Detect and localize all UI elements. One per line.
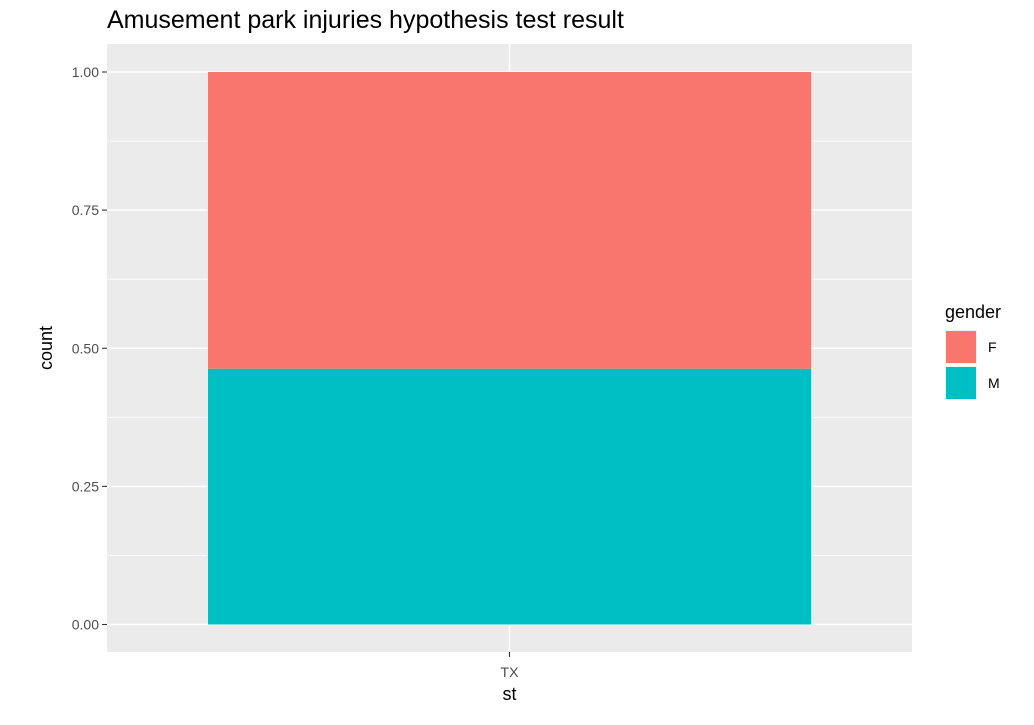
- y-axis-title: count: [36, 326, 56, 370]
- legend-label-f: F: [988, 339, 997, 355]
- legend-key-f: [946, 331, 976, 363]
- bar-segment-m: [208, 368, 811, 625]
- legend-label-m: M: [988, 375, 1000, 391]
- bar-segment-f: [208, 72, 811, 369]
- legend-key-m: [946, 367, 976, 399]
- x-axis: TX: [501, 652, 520, 680]
- chart-title: Amusement park injuries hypothesis test …: [107, 6, 624, 34]
- x-axis-title: st: [502, 684, 516, 704]
- y-axis: 0.00 0.25 0.50 0.75 1.00: [72, 64, 107, 633]
- legend-title: gender: [945, 302, 1001, 322]
- y-tick-label: 0.50: [72, 340, 99, 356]
- y-tick-label: 0.25: [72, 478, 99, 494]
- bars: [208, 72, 811, 625]
- legend: gender F M: [945, 302, 1001, 400]
- y-tick-label: 0.00: [72, 617, 99, 633]
- x-tick-label: TX: [501, 664, 520, 680]
- y-tick-label: 1.00: [72, 64, 99, 80]
- y-tick-label: 0.75: [72, 202, 99, 218]
